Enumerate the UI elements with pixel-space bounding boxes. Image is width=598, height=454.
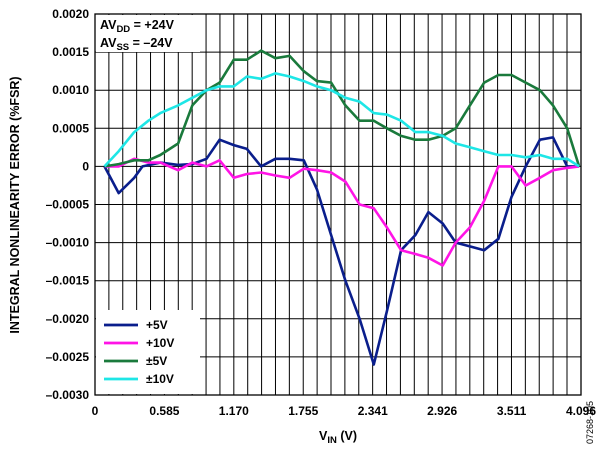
x-tick-label: 3.511 <box>497 404 527 418</box>
y-tick-label: 0 <box>82 159 89 173</box>
y-tick-label: 0.0015 <box>52 45 89 59</box>
y-tick-label: –0.0015 <box>46 274 90 288</box>
legend-label: +5V <box>146 318 168 332</box>
y-tick-label: –0.0025 <box>46 350 90 364</box>
legend-label: ±5V <box>146 354 167 368</box>
conditions-box: AVDD = +24V AVSS = –24V <box>96 15 200 53</box>
x-tick-label: 2.926 <box>427 404 457 418</box>
series-lines <box>103 49 581 366</box>
x-tick-label: 4.096 <box>566 404 596 418</box>
series-line <box>104 157 580 267</box>
y-tick-label: 0.0020 <box>52 7 89 21</box>
y-tick-label: –0.0030 <box>46 388 90 402</box>
plot-frame <box>94 13 582 396</box>
y-tick-label: 0.0010 <box>52 83 89 97</box>
x-tick-label: 1.170 <box>219 404 249 418</box>
x-tick-labels: 0 0.585 1.170 1.755 2.341 2.926 3.511 4.096 <box>92 404 597 418</box>
condition-avdd: AVDD = +24V <box>100 18 175 35</box>
series-line <box>104 49 581 168</box>
condition-avss: AVSS = –24V <box>100 36 173 53</box>
x-tick-label: 2.341 <box>358 404 388 418</box>
x-tick-label: 0.585 <box>149 404 179 418</box>
legend: +5V +10V ±5V ±10V <box>96 310 200 394</box>
y-tick-label: 0.0005 <box>52 121 89 135</box>
figure-id: 07268-105 <box>585 401 595 444</box>
series-line <box>103 72 580 168</box>
legend-label: ±10V <box>146 372 174 386</box>
conditions-background <box>96 15 200 52</box>
legend-label: +10V <box>146 336 174 350</box>
y-tick-label: –0.0020 <box>46 312 90 326</box>
y-tick-label: –0.0010 <box>46 236 90 250</box>
y-axis-title: INTEGRAL NONLINEARITY ERROR (%FSR) <box>8 76 22 333</box>
x-axis-title: VIN (V) <box>319 429 357 446</box>
y-tick-label: –0.0005 <box>46 198 90 212</box>
x-tick-label: 0 <box>92 404 99 418</box>
y-tick-labels: 0.0020 0.0015 0.0010 0.0005 0 –0.0005 –0.0010 –… <box>46 7 90 402</box>
x-tick-label: 1.755 <box>288 404 318 418</box>
